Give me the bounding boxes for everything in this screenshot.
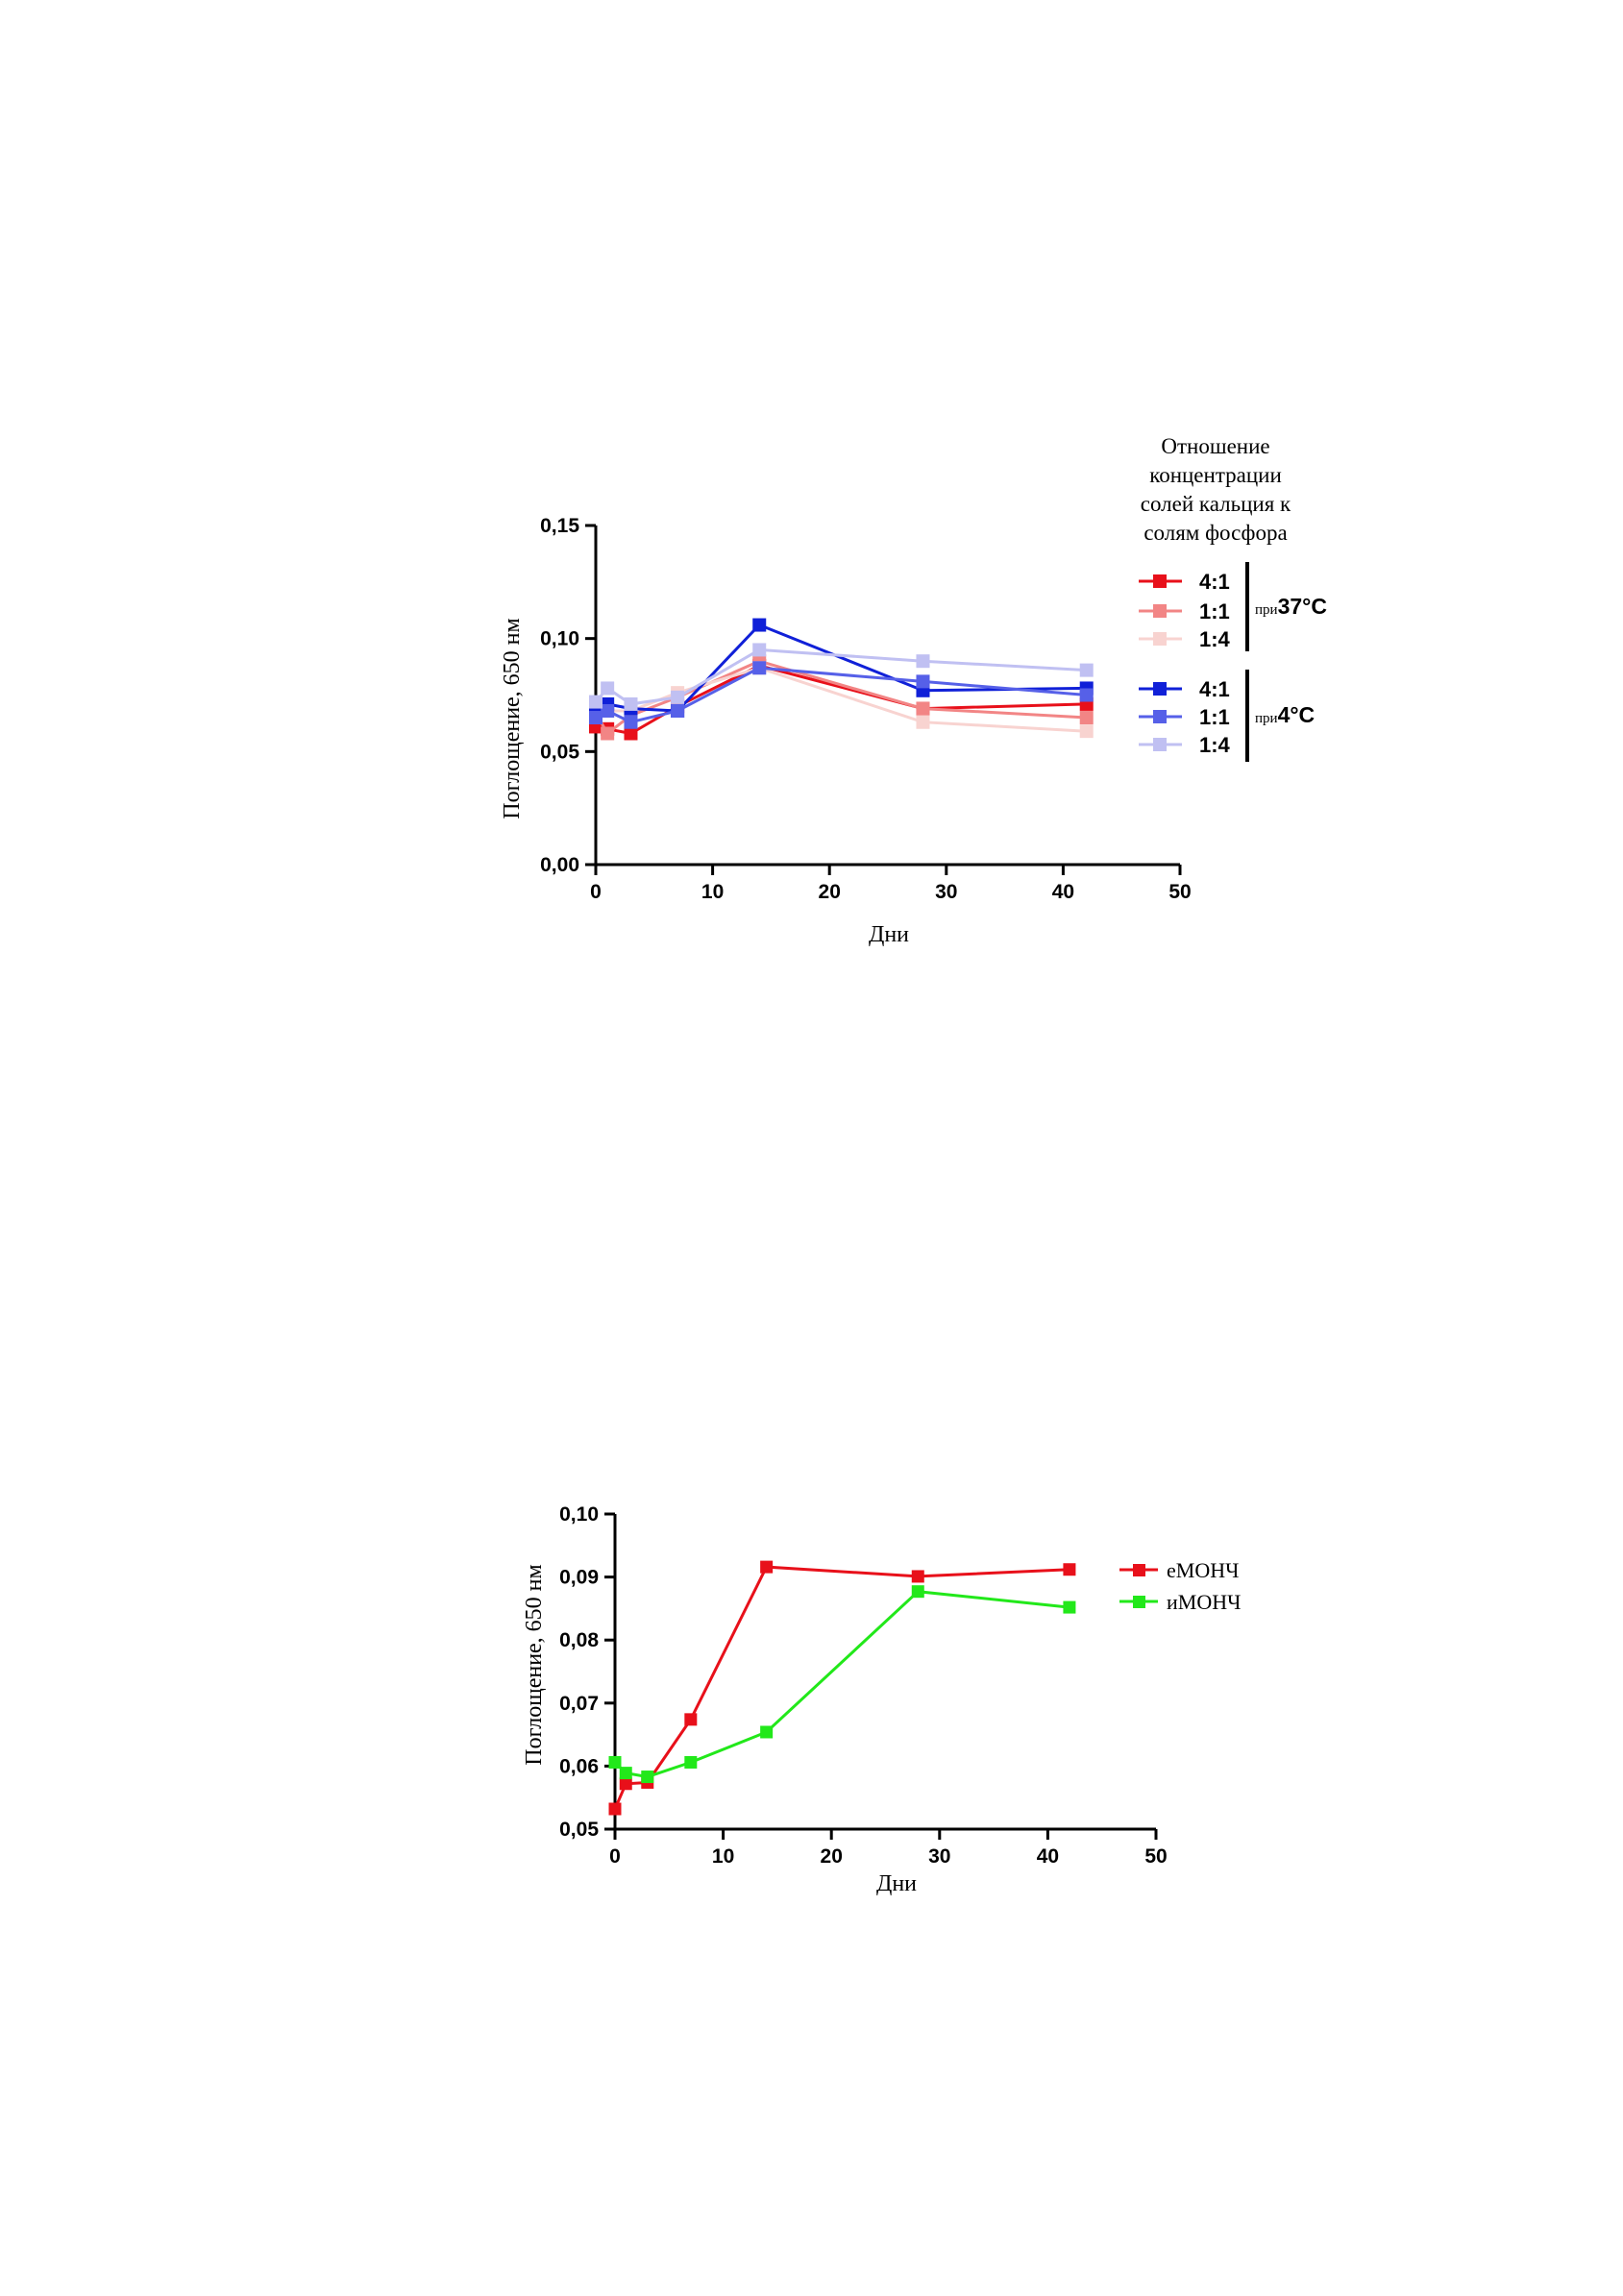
data-point (601, 703, 615, 718)
data-point (1079, 688, 1094, 702)
legend-label: иМОНЧ (1167, 1590, 1241, 1614)
data-point (916, 715, 930, 729)
data-point (671, 703, 685, 718)
legend-label: 1:4 (1199, 627, 1231, 651)
legend-marker (1153, 682, 1167, 696)
legend-marker (1153, 710, 1167, 723)
data-point (911, 1570, 924, 1583)
chart-absorbance-ratios: 0 10 20 30 40 50 0,00 0,05 0,10 0,15 Дни Поглощен… (500, 434, 1327, 947)
data-point (624, 696, 638, 711)
data-point (1063, 1563, 1076, 1576)
x-tick-label: 20 (819, 881, 841, 903)
legend-label: 1:1 (1199, 705, 1230, 729)
data-point (752, 618, 767, 632)
y-axis-title: Поглощение, 650 нм (522, 1564, 547, 1765)
data-point (752, 661, 767, 675)
legend-label: 1:4 (1199, 733, 1231, 757)
legend-label: 4:1 (1199, 570, 1230, 594)
data-point (624, 726, 638, 741)
group-label-37c: при37°C (1255, 594, 1327, 619)
data-point (1079, 711, 1094, 725)
data-point (601, 726, 615, 741)
legend-label: 1:1 (1199, 599, 1230, 623)
data-point (916, 701, 930, 716)
data-point (1079, 724, 1094, 739)
x-tick-label: 10 (701, 881, 724, 903)
y-tick-label: 0,05 (559, 1819, 599, 1841)
y-tick-label: 0,10 (559, 1503, 599, 1526)
data-point (608, 1755, 622, 1769)
y-tick-label: 0,10 (540, 628, 579, 650)
x-tick-label: 50 (1144, 1845, 1167, 1868)
legend-marker (1153, 604, 1167, 618)
legend-title-line-4: солям фосфора (1143, 521, 1287, 545)
series-line-0 (613, 1565, 1070, 1810)
y-tick-label: 0,07 (559, 1693, 599, 1715)
y-tick-label: 0,15 (540, 515, 579, 537)
x-tick-label: 50 (1168, 881, 1191, 903)
legend-marker (1153, 574, 1167, 588)
data-point (624, 715, 638, 729)
x-tick-label: 40 (1037, 1845, 1059, 1868)
x-tick-label: 0 (590, 881, 602, 903)
legend-title-line-3: солей кальция к (1141, 492, 1291, 516)
x-tick-label: 30 (928, 1845, 950, 1868)
y-tick-label: 0,00 (540, 854, 579, 876)
x-tick-label: 30 (935, 881, 957, 903)
legend: еМОНЧ иМОНЧ (1119, 1558, 1241, 1614)
legend-marker (1153, 738, 1167, 751)
legend-label: еМОНЧ (1167, 1558, 1239, 1582)
legend-title-line-1: Отношение (1161, 434, 1269, 458)
data-point (619, 1767, 632, 1780)
data-point (760, 1725, 774, 1739)
y-tick-label: 0,06 (559, 1755, 599, 1777)
x-tick-label: 0 (609, 1845, 621, 1868)
data-point (1063, 1600, 1076, 1614)
data-point (608, 1802, 622, 1816)
data-point (619, 1777, 632, 1791)
y-tick-label: 0,05 (540, 741, 579, 763)
data-point (589, 711, 602, 725)
y-tick-label: 0,08 (559, 1629, 599, 1651)
data-point (671, 690, 685, 704)
data-point (752, 643, 767, 657)
legend-marker (1133, 1564, 1145, 1576)
data-point (760, 1560, 774, 1574)
data-point (911, 1585, 924, 1599)
group-label-4c: при4°C (1255, 702, 1315, 727)
legend-title-line-2: концентрации (1149, 463, 1282, 487)
data-point (641, 1771, 654, 1784)
y-tick-label: 0,09 (559, 1567, 599, 1589)
data-point (684, 1713, 698, 1726)
data-point (916, 674, 930, 689)
legend-label: 4:1 (1199, 677, 1230, 701)
data-point (1079, 663, 1094, 677)
legend: Отношение концентрации солей кальция к с… (1139, 434, 1327, 762)
x-tick-label: 20 (821, 1845, 843, 1868)
x-tick-label: 10 (712, 1845, 734, 1868)
x-axis-title: Дни (876, 1871, 917, 1896)
x-axis-title: Дни (869, 922, 909, 947)
chart-absorbance-emonch-imonch: 0 10 20 30 40 500,050,060,070,080,090,10 Дни … (522, 1503, 1241, 1896)
data-point (916, 654, 930, 669)
series-line-1 (613, 1590, 1070, 1779)
legend-marker (1133, 1596, 1145, 1608)
y-axis-title: Поглощение, 650 нм (500, 618, 525, 818)
data-point (601, 681, 615, 696)
legend-marker (1153, 632, 1167, 646)
x-tick-label: 40 (1052, 881, 1074, 903)
data-point (684, 1755, 698, 1769)
data-point (589, 695, 602, 709)
